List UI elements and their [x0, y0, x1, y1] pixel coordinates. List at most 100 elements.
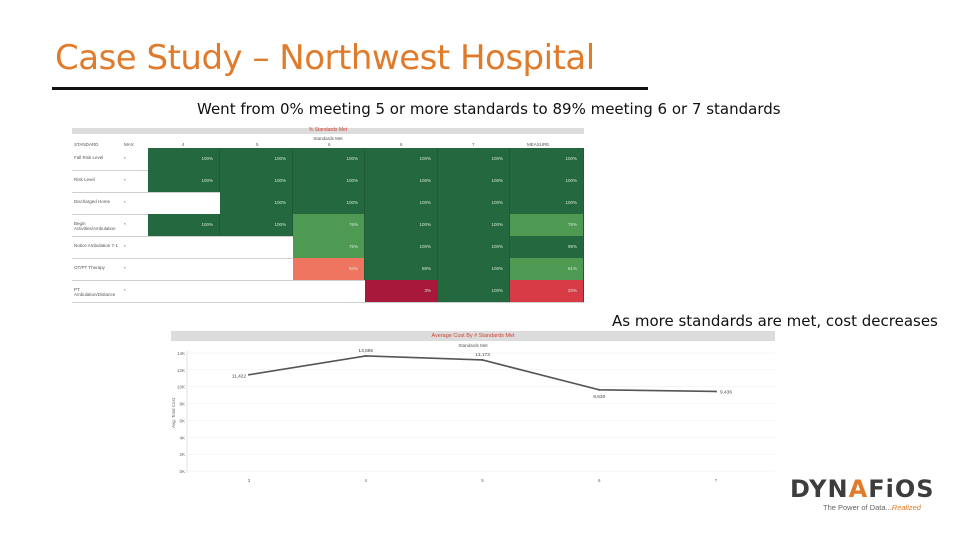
heatmap-cell: 3%	[365, 280, 438, 302]
cost-data-point	[481, 358, 484, 361]
heatmap-cell: 100%	[438, 192, 510, 214]
heatmap-cell-value: 100%	[201, 222, 213, 227]
heatmap-row-max: *	[124, 178, 126, 183]
linechart-title-bar	[171, 331, 775, 341]
heatmap-cell-value: 76%	[348, 222, 358, 227]
heatmap-cell: 20%	[510, 280, 584, 302]
heatmap-row-max: *	[124, 200, 126, 205]
y-tick-label: 10K	[177, 385, 185, 390]
heatmap-cell: 100%	[293, 148, 365, 170]
heatmap-cell-value: 100%	[565, 200, 577, 205]
heatmap-cell: 100%	[365, 148, 438, 170]
y-tick-label: 14K	[177, 351, 185, 356]
cost-data-point	[715, 390, 717, 393]
heatmap-cell: 100%	[293, 170, 365, 192]
heatmap-cell: 100%	[365, 170, 438, 192]
heatmap-cell-value: 100%	[491, 244, 503, 249]
linechart-caption: As more standards are met, cost decrease…	[612, 312, 938, 330]
heatmap-row-label: Notice Ambulation 7-1	[74, 243, 119, 248]
heatmap-cell-value: 100%	[274, 156, 286, 161]
heatmap-cell-value: 100%	[491, 200, 503, 205]
heatmap-row-max: *	[124, 222, 126, 227]
cost-data-point	[364, 354, 367, 357]
heatmap-cell-value: 100%	[201, 156, 213, 161]
heatmap-caption: Went from 0% meeting 5 or more standards…	[197, 100, 781, 118]
title-underline	[52, 87, 648, 90]
heatmap-cell: 95%	[510, 236, 584, 258]
logo-tagline: The Power of Data...Realized	[823, 503, 921, 512]
heatmap-cell: 100%	[365, 192, 438, 214]
heatmap-cell: 100%	[510, 192, 584, 214]
heatmap-cell-value: 100%	[274, 178, 286, 183]
heatmap-cell-value: 100%	[491, 156, 503, 161]
heatmap-cell: 50%	[293, 258, 365, 280]
heatmap-cell-value: 100%	[201, 178, 213, 183]
x-tick-label: 3	[248, 478, 251, 483]
y-tick-label: 6K	[179, 418, 185, 423]
cost-data-point	[248, 373, 250, 376]
heatmap-cell: 100%	[220, 148, 293, 170]
heatmap-cell: 100%	[438, 258, 510, 280]
heatmap-cell: 100%	[148, 214, 220, 236]
x-tick-label: 5	[481, 478, 484, 483]
cost-data-label: 9,436	[720, 389, 732, 395]
heatmap-cell-value: 100%	[491, 222, 503, 227]
heatmap-cell-value: 50%	[348, 266, 358, 271]
y-tick-label: 12K	[177, 368, 185, 373]
cost-data-label: 13,173	[475, 352, 490, 358]
heatmap-cell-value: 100%	[491, 288, 503, 293]
heatmap-cell-value: 89%	[421, 266, 431, 271]
heatmap-cell-value: 100%	[419, 200, 431, 205]
slide-title: Case Study – Northwest Hospital	[55, 38, 595, 78]
linechart-title: Average Cost By # Standards Met	[431, 333, 515, 339]
heatmap-cell: 100%	[510, 148, 584, 170]
heatmap-row-divider	[72, 280, 584, 281]
heatmap-subtitle: Standards Met	[313, 136, 343, 141]
heatmap-cell: 100%	[148, 170, 220, 192]
heatmap-col-header: 7	[472, 142, 475, 147]
heatmap-row-max: *	[124, 266, 126, 271]
heatmap-cell-value: 75%	[348, 244, 358, 249]
heatmap-row-max: *	[124, 244, 126, 249]
logo-text-accent: A	[848, 475, 869, 503]
cost-data-label: 11,422	[232, 374, 247, 380]
heatmap-cell-value: 95%	[567, 244, 577, 249]
heatmap-row-max: *	[124, 288, 126, 293]
heatmap-cell: 100%	[220, 170, 293, 192]
y-tick-label: 4K	[179, 435, 185, 440]
heatmap-row-label: Begin Activities/Ambulation	[74, 221, 116, 231]
heatmap-cell-value: 75%	[567, 222, 577, 227]
heatmap-cell: 100%	[438, 236, 510, 258]
heatmap-row-divider	[72, 302, 584, 303]
heatmap-cell-value: 100%	[274, 222, 286, 227]
heatmap-cell-value: 100%	[346, 156, 358, 161]
cost-series-line	[248, 355, 717, 393]
heatmap-cell: 100%	[438, 214, 510, 236]
heatmap-col-header: 6	[328, 142, 331, 147]
heatmap-cell-value: 100%	[491, 266, 503, 271]
heatmap-cell-value: 100%	[274, 200, 286, 205]
heatmap-cell-value: 100%	[565, 178, 577, 183]
heatmap-col-header: MAX	[124, 142, 134, 147]
heatmap-cell: 89%	[365, 258, 438, 280]
heatmap-col-header: 6	[400, 142, 403, 147]
y-tick-label: 2K	[179, 452, 185, 457]
heatmap-title-bar	[72, 128, 584, 134]
heatmap-cell-value: 100%	[419, 178, 431, 183]
heatmap-cell: 100%	[438, 280, 510, 302]
heatmap-cell: 100%	[220, 192, 293, 214]
heatmap-title: % Standards Met	[308, 127, 348, 133]
heatmap-cell: 75%	[293, 236, 365, 258]
heatmap-cell-value: 3%	[424, 288, 431, 293]
heatmap-cell: 100%	[438, 170, 510, 192]
linechart-plot: 14K 12K 10K 8K 6K 4K 2K 0K Avg. Total Cost 3 4 5 6 7 1…	[171, 348, 775, 483]
cost-data-label: 13,656	[358, 348, 373, 354]
heatmap-row-label: OT/PT Therapy	[74, 265, 105, 270]
x-tick-label: 7	[715, 478, 718, 483]
heatmap-cell: 100%	[365, 236, 438, 258]
heatmap-cell-value: 81%	[567, 266, 577, 271]
heatmap-cell: 100%	[365, 214, 438, 236]
y-tick-label: 0K	[179, 469, 185, 474]
heatmap-cell-value: 100%	[491, 178, 503, 183]
y-tick-label: 8K	[179, 402, 185, 407]
